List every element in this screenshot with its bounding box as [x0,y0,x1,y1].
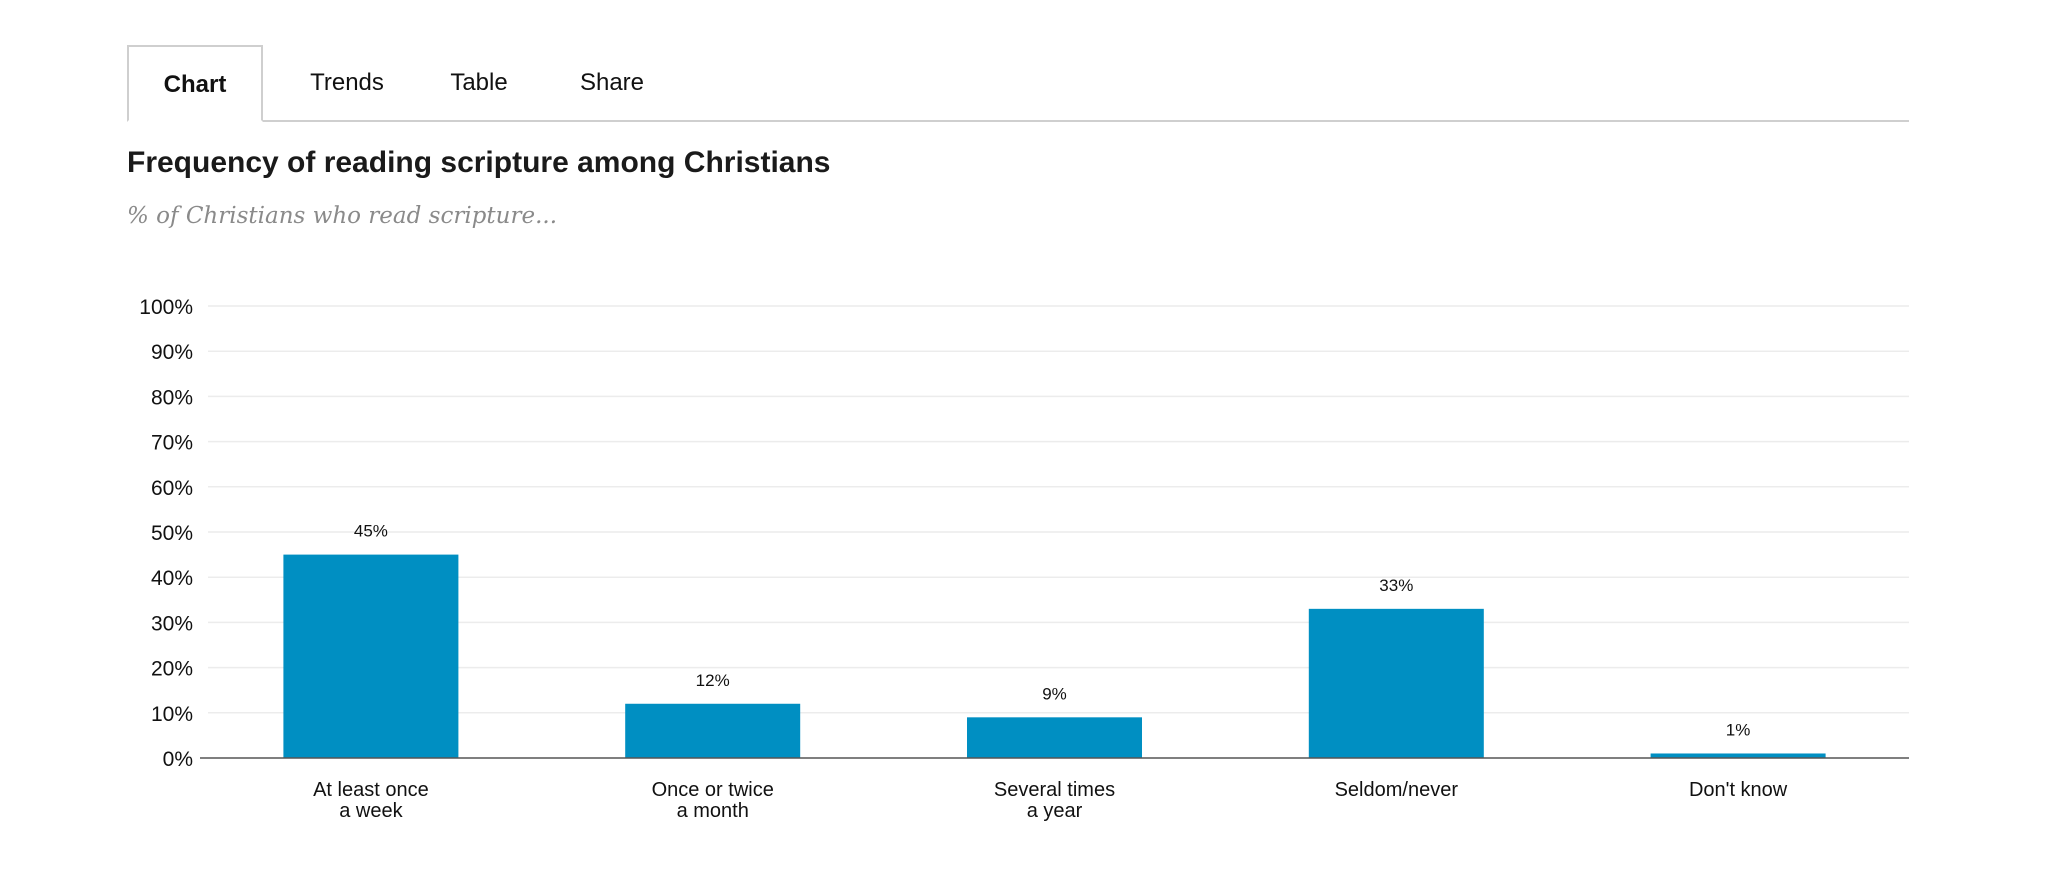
data-label: 33% [1379,576,1413,595]
bar [1650,753,1826,758]
y-tick-label: 70% [151,432,193,455]
bar [625,703,801,758]
bar [967,717,1142,758]
data-label: 45% [354,522,388,541]
chart-title: Frequency of reading scripture among Chr… [127,146,831,179]
y-tick-label: 0% [163,748,193,771]
bar [1308,608,1484,758]
x-tick-label: Several times [994,779,1115,801]
data-label: 9% [1042,684,1067,703]
y-tick-label: 50% [151,522,193,545]
chart-subtitle: % of Christians who read scripture... [127,203,558,229]
y-tick-label: 20% [151,658,193,681]
x-tick-label: a week [339,800,403,822]
y-tick-label: 90% [151,341,193,364]
data-label: 1% [1726,720,1751,739]
tab-bar: Chart Trends Table Share [127,45,1909,122]
tab-table[interactable]: Table [450,69,508,96]
x-tick-label: a month [677,800,749,822]
x-tick-label: a year [1027,800,1083,822]
x-tick-label: Don't know [1689,779,1788,801]
tab-trends[interactable]: Trends [310,69,384,96]
y-tick-label: 40% [151,567,193,590]
y-tick-label: 30% [151,612,193,635]
bar [283,554,459,758]
y-tick-label: 60% [151,477,193,500]
tab-share[interactable]: Share [579,69,645,96]
y-tick-label: 80% [151,386,193,409]
x-tick-label: Seldom/never [1335,779,1459,801]
y-tick-label: 10% [151,703,193,726]
tab-chart[interactable]: Chart [127,45,263,122]
x-tick-label: Once or twice [652,779,774,801]
data-label: 12% [696,671,730,690]
x-tick-label: At least once [313,779,429,801]
y-tick-label: 100% [139,296,193,319]
